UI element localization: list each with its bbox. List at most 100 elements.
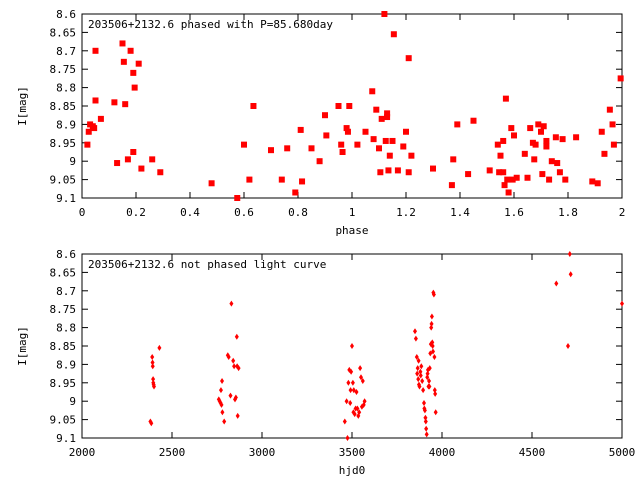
data-point xyxy=(299,178,306,185)
data-point xyxy=(114,160,121,167)
data-point xyxy=(218,387,223,394)
data-point xyxy=(610,141,617,148)
data-point xyxy=(540,123,547,130)
data-point xyxy=(335,103,342,109)
data-point xyxy=(424,425,429,432)
phased-plot-title: 203506+2132.6 phased with P=85.680day xyxy=(88,18,333,31)
data-point xyxy=(127,47,134,54)
data-point xyxy=(505,189,512,196)
y-tick-label: 9.1 xyxy=(56,432,76,445)
data-point xyxy=(219,401,224,408)
phased-y-axis: 8.6 8.65 8.7 8.75 8.8 8.85 8.9 8.95 9 9.05 9.1 xyxy=(50,8,622,205)
x-tick-label: 0.2 xyxy=(126,206,146,219)
data-point xyxy=(432,354,437,361)
data-point xyxy=(423,418,428,425)
data-point xyxy=(149,156,156,163)
y-tick-label: 9.05 xyxy=(50,414,77,427)
data-point xyxy=(150,363,155,370)
data-point xyxy=(431,291,436,298)
data-point xyxy=(389,137,396,144)
x-tick-label: 0.6 xyxy=(234,206,254,219)
data-point xyxy=(229,300,234,307)
data-point xyxy=(416,357,421,364)
data-point xyxy=(120,58,127,65)
data-point xyxy=(421,387,426,394)
y-tick-label: 9 xyxy=(69,395,76,408)
data-point xyxy=(429,313,434,320)
data-point xyxy=(382,137,389,144)
data-point xyxy=(425,370,430,377)
unphased-x-label: hjd0 xyxy=(339,464,366,477)
data-point xyxy=(413,335,418,342)
data-point xyxy=(150,359,155,366)
data-point xyxy=(92,97,99,104)
data-point xyxy=(220,409,225,416)
data-point xyxy=(417,383,422,390)
data-point xyxy=(554,160,561,167)
data-point xyxy=(322,112,328,119)
data-point xyxy=(345,435,350,441)
unphased-x-axis: 2000 2500 3000 3500 4000 4500 5000 xyxy=(69,254,636,459)
data-point xyxy=(349,368,354,375)
y-tick-label: 8.8 xyxy=(56,82,76,95)
data-point xyxy=(552,134,559,141)
data-point xyxy=(97,115,104,122)
data-point xyxy=(430,343,435,349)
data-point xyxy=(297,126,304,133)
data-point xyxy=(394,167,401,174)
data-point xyxy=(232,363,237,370)
data-point xyxy=(316,158,323,165)
data-point xyxy=(355,405,360,412)
x-tick-label: 1.2 xyxy=(396,206,416,219)
unphased-plot: 203506+2132.6 not phased light curve 8.6… xyxy=(16,248,635,477)
data-point xyxy=(138,165,145,172)
data-point xyxy=(151,376,156,383)
data-point xyxy=(369,88,376,95)
data-point xyxy=(521,150,528,157)
data-point xyxy=(543,137,550,144)
data-point xyxy=(567,251,572,257)
data-point xyxy=(432,387,437,394)
data-point xyxy=(350,379,355,386)
data-point xyxy=(450,156,457,163)
data-point xyxy=(598,128,605,135)
data-point xyxy=(427,365,432,372)
data-point xyxy=(415,365,420,372)
data-point xyxy=(234,195,241,201)
data-point xyxy=(370,136,377,143)
data-point xyxy=(589,178,596,185)
data-point xyxy=(246,176,253,183)
data-point xyxy=(413,328,417,335)
y-tick-label: 9.1 xyxy=(56,192,76,205)
y-tick-label: 8.75 xyxy=(50,63,77,76)
data-point xyxy=(377,169,384,176)
data-point xyxy=(423,414,428,421)
data-point xyxy=(414,354,419,361)
data-point xyxy=(352,411,357,418)
data-point xyxy=(124,156,131,163)
data-point xyxy=(231,357,236,364)
phased-plot: 203506+2132.6 phased with P=85.680day 8.… xyxy=(16,8,625,237)
data-point xyxy=(119,40,126,47)
x-tick-label: 1.4 xyxy=(450,206,470,219)
data-point xyxy=(508,125,515,132)
y-tick-label: 9.05 xyxy=(50,174,77,187)
data-point xyxy=(433,390,438,397)
data-point xyxy=(535,121,542,128)
x-tick-label: 5000 xyxy=(609,446,636,459)
data-point xyxy=(609,121,616,128)
data-point xyxy=(343,125,350,132)
data-point xyxy=(381,11,388,17)
data-point xyxy=(454,121,461,128)
data-point xyxy=(496,169,503,176)
data-point xyxy=(278,176,285,183)
data-point xyxy=(531,156,538,163)
data-point xyxy=(504,176,511,183)
data-point xyxy=(502,95,509,102)
data-point xyxy=(157,169,164,176)
data-point xyxy=(222,418,227,425)
data-point xyxy=(539,171,546,178)
y-tick-label: 8.7 xyxy=(56,285,76,298)
data-point xyxy=(376,145,382,152)
data-point xyxy=(220,377,225,384)
